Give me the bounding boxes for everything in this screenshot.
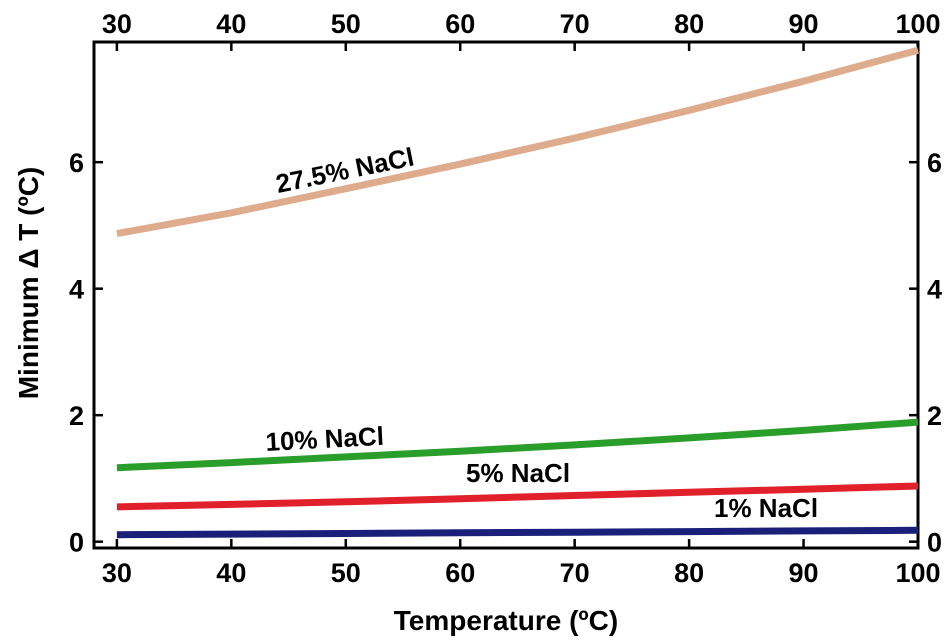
x-tick-label-bottom: 100: [895, 558, 940, 588]
x-tick-label-top: 60: [445, 9, 475, 39]
y-tick-label-right: 0: [927, 528, 942, 558]
x-axis-title: Temperature (ºC): [394, 605, 618, 636]
x-tick-label-top: 50: [331, 9, 361, 39]
series-line: [116, 418, 919, 472]
x-tick-label-bottom: 70: [560, 558, 590, 588]
y-tick-label-right: 4: [927, 275, 942, 305]
y-tick-label-left: 4: [69, 275, 84, 305]
x-tick-label-bottom: 50: [331, 558, 361, 588]
y-tick-label-left: 2: [69, 401, 84, 431]
x-tick-label-bottom: 40: [216, 558, 246, 588]
y-tick-label-right: 6: [927, 148, 942, 178]
series-label: 10% NaCl: [265, 421, 385, 457]
y-tick-label-right: 2: [927, 401, 942, 431]
y-tick-label-left: 6: [69, 148, 84, 178]
x-tick-label-bottom: 60: [445, 558, 475, 588]
x-tick-label-top: 90: [789, 9, 819, 39]
x-tick-label-top: 80: [674, 9, 704, 39]
x-tick-label-bottom: 90: [789, 558, 819, 588]
x-tick-label-top: 100: [895, 9, 940, 39]
series-line: [116, 46, 919, 238]
y-tick-label-left: 0: [69, 528, 84, 558]
plot-frame: [92, 40, 920, 550]
series-line: [116, 526, 919, 539]
x-tick-label-bottom: 30: [102, 558, 132, 588]
series-label: 1% NaCl: [714, 493, 818, 523]
x-tick-label-top: 40: [216, 9, 246, 39]
y-axis-title: Minimum Δ T (ºC): [13, 167, 44, 400]
series-layer: [116, 46, 919, 539]
x-tick-label-top: 30: [102, 9, 132, 39]
x-tick-label-bottom: 80: [674, 558, 704, 588]
series-line: [116, 482, 919, 511]
x-tick-label-top: 70: [560, 9, 590, 39]
series-label: 5% NaCl: [466, 458, 570, 488]
